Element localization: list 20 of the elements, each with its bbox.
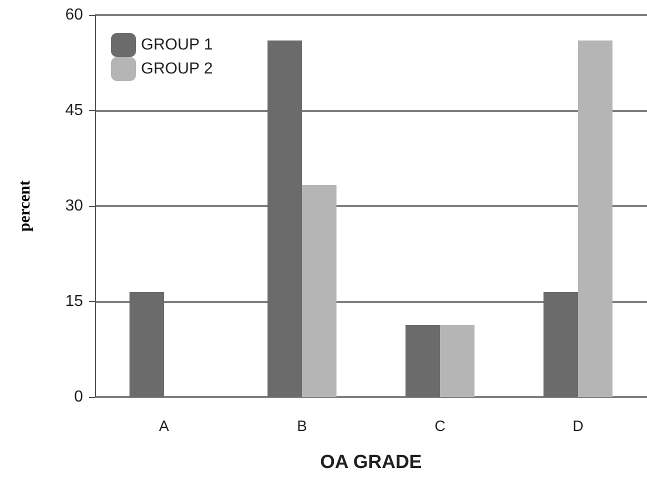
bar xyxy=(440,325,474,397)
y-tick-label: 30 xyxy=(65,198,84,214)
bar xyxy=(544,292,578,397)
y-axis-title: percent xyxy=(16,180,34,232)
bar xyxy=(302,184,336,397)
x-tick-label: B xyxy=(296,418,308,435)
y-tick-label: 0 xyxy=(74,388,84,406)
y-tick-label: 60 xyxy=(65,6,84,24)
x-tick-label: D xyxy=(572,418,584,435)
legend-label: GROUP 2 xyxy=(141,60,213,78)
x-tick-label: C xyxy=(434,418,446,435)
legend-label: GROUP 1 xyxy=(141,36,213,54)
x-tick-label: A xyxy=(158,418,170,435)
y-tick-label: 15 xyxy=(65,293,84,310)
bar xyxy=(130,292,164,397)
bar xyxy=(578,40,612,397)
bar xyxy=(406,325,440,397)
bar xyxy=(268,40,302,397)
y-tick-label: 45 xyxy=(65,102,84,119)
x-axis-title: OA GRADE xyxy=(320,452,422,473)
